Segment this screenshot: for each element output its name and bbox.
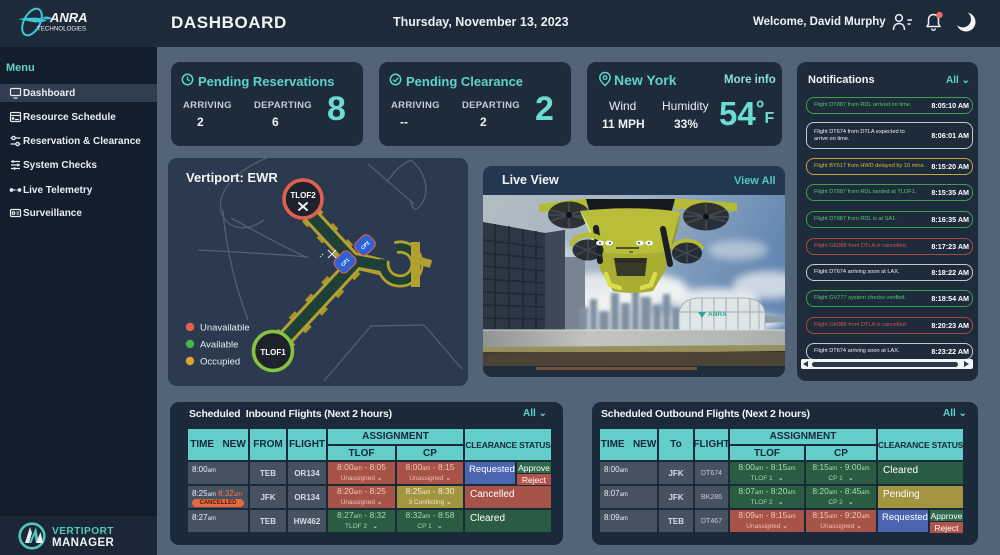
svg-text:CP2: CP2 — [360, 240, 371, 251]
svg-text:Unavailable: Unavailable — [200, 323, 250, 334]
svg-text:Occupied: Occupied — [200, 357, 240, 368]
svg-text:TECHNOLOGIES: TECHNOLOGIES — [37, 26, 86, 33]
svg-text:TLOF1: TLOF1 — [260, 348, 286, 357]
svg-text:VERTIPORT: VERTIPORT — [52, 526, 114, 537]
svg-text:Available: Available — [200, 340, 238, 351]
svg-text:CP1: CP1 — [340, 257, 351, 268]
svg-text:ANRA: ANRA — [49, 10, 88, 25]
svg-text:ANRA: ANRA — [708, 311, 727, 318]
svg-text:MANAGER: MANAGER — [52, 537, 115, 549]
svg-text:TLOF2: TLOF2 — [290, 191, 316, 200]
